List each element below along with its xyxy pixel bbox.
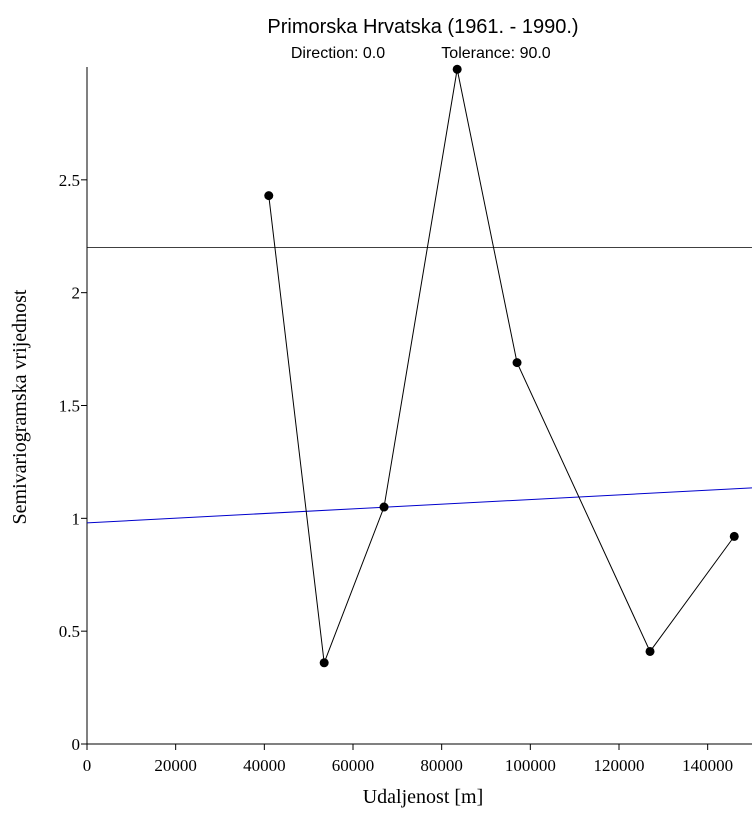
x-tick-label: 80000 <box>420 756 463 775</box>
y-tick-label: 0.5 <box>59 622 80 641</box>
y-tick-label: 0 <box>72 735 81 754</box>
data-point <box>729 531 739 541</box>
data-point <box>264 191 274 201</box>
x-tick-label: 0 <box>83 756 92 775</box>
model-line <box>86 487 752 524</box>
data-point <box>379 502 389 512</box>
series-line <box>268 69 735 663</box>
subtitle-tolerance: Tolerance: 90.0 <box>441 45 551 62</box>
x-axis-label: Udaljenost [m] <box>363 786 484 808</box>
data-point <box>645 646 655 656</box>
data-point <box>512 358 522 368</box>
data-point <box>319 658 329 668</box>
x-tick-label: 60000 <box>332 756 375 775</box>
data-point <box>452 64 462 74</box>
y-tick-label: 1.5 <box>59 397 80 416</box>
plot-area: 0 20000 40000 60000 80000 100000 120000 140000 0… <box>59 64 752 775</box>
y-axis-label: Semivariogramska vrijednost <box>9 289 31 524</box>
subtitle-direction: Direction: 0.0 <box>291 45 385 62</box>
x-tick-label: 40000 <box>243 756 286 775</box>
y-tick-label: 2.5 <box>59 171 80 190</box>
x-tick-label: 100000 <box>505 756 556 775</box>
x-tick-label: 140000 <box>682 756 733 775</box>
x-tick-label: 20000 <box>154 756 197 775</box>
y-tick-label: 1 <box>72 509 81 528</box>
x-tick-label: 120000 <box>594 756 645 775</box>
y-tick-label: 2 <box>72 284 81 303</box>
chart-title: Primorska Hrvatska (1961. - 1990.) <box>267 16 578 38</box>
